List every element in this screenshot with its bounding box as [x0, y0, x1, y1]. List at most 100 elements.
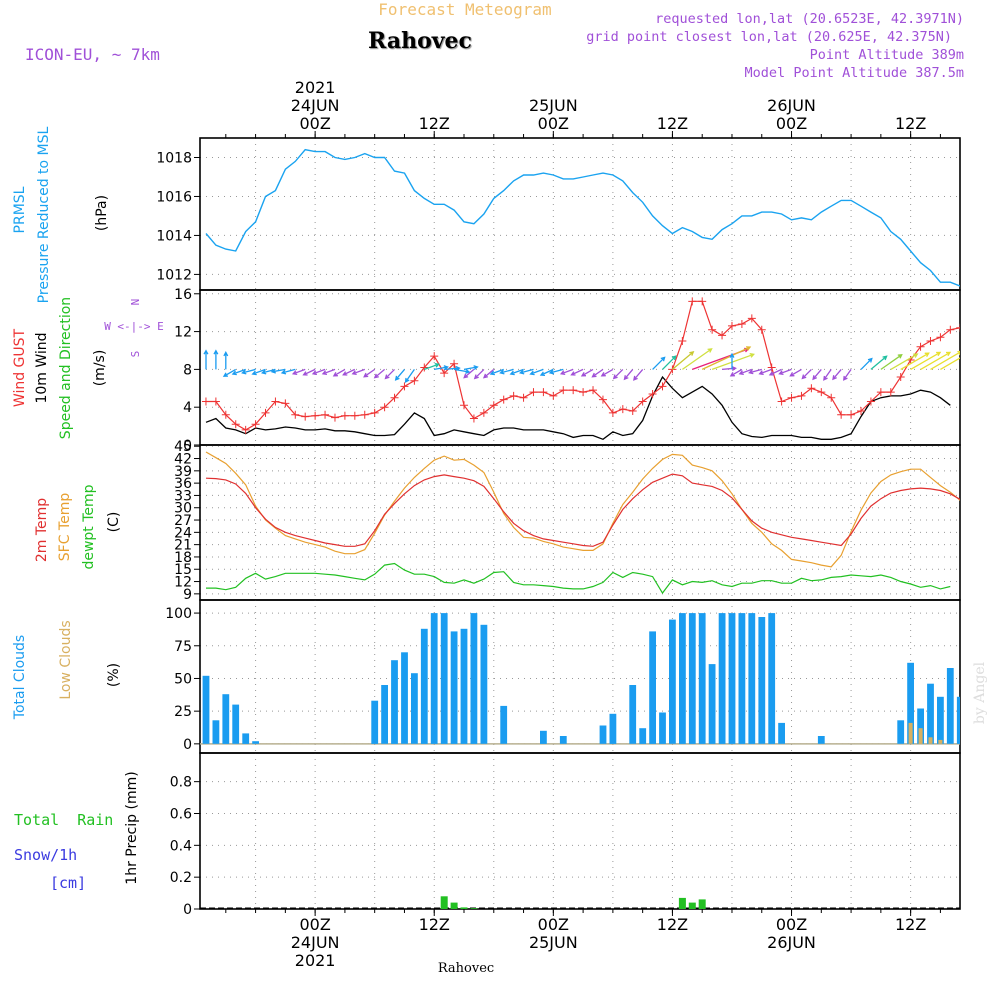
prmsl-label: PRMSL: [12, 186, 28, 233]
gust-marker: [966, 343, 974, 351]
time-label-bottom: 12Z: [657, 915, 688, 934]
wind-arrow: [823, 369, 832, 381]
gust-marker: [936, 333, 945, 342]
wind-arrow: [600, 368, 614, 377]
ytick-label: 36: [174, 476, 192, 492]
wind-arrow: [612, 368, 624, 380]
rain-bar: [688, 902, 696, 909]
time-label-bottom: 25JUN: [529, 933, 578, 952]
wind-arrow: [519, 368, 534, 375]
ytick-label: 21: [174, 538, 192, 554]
wind-arrow: [778, 368, 792, 376]
rain-bar: [470, 908, 478, 909]
gust-marker: [340, 411, 349, 420]
gust-marker: [708, 325, 717, 334]
total-cloud-bar: [956, 696, 960, 744]
wind-arrow: [241, 368, 256, 375]
ytick-label: 27: [174, 513, 192, 529]
total-cloud-bar: [371, 700, 379, 744]
wind-arrow: [633, 368, 644, 381]
gust-marker: [727, 321, 736, 330]
wind-arrow: [548, 368, 564, 375]
total-cloud-bar: [669, 619, 676, 744]
wind-arrow: [373, 368, 386, 379]
model-altitude: Model Point Altitude 387.5m: [745, 65, 964, 81]
precip-unit: 1hr Precip (mm): [124, 771, 140, 884]
gust-marker: [817, 388, 826, 397]
rain-bar: [440, 896, 448, 909]
gust-marker: [499, 395, 508, 404]
compass-n: N: [129, 299, 142, 306]
wind-arrow: [570, 368, 584, 376]
pressure-panel-labels: PRMSL Pressure Reduced to MSL (hPa): [12, 126, 110, 303]
wind-arrow: [801, 368, 812, 380]
dewpt-line: [206, 562, 951, 595]
gust-marker: [440, 369, 449, 378]
total-rain-label: Total Rain: [14, 811, 113, 829]
cloud-bars: [200, 613, 960, 745]
wind-arrow: [662, 355, 677, 370]
gust-marker: [460, 401, 469, 410]
wind-arrow: [270, 368, 286, 374]
panel-frame: [199, 444, 961, 601]
total-cloud-bar: [748, 613, 756, 744]
gust-marker: [539, 388, 548, 397]
total-cloud-bar: [659, 712, 666, 744]
gust-marker: [698, 297, 707, 306]
gust-marker: [767, 363, 776, 372]
snow-label: Snow/1h: [14, 846, 77, 864]
wind-arrow: [529, 368, 544, 376]
time-label-bottom: 12Z: [419, 915, 450, 934]
gust-marker: [886, 388, 895, 397]
wind-arrow: [870, 355, 888, 370]
wind-arrow: [711, 353, 755, 371]
gust-marker: [658, 382, 667, 391]
ytick-label: 0: [183, 438, 192, 454]
wind-arrow: [722, 366, 737, 371]
gust-marker: [231, 420, 240, 429]
gust-marker: [301, 412, 310, 421]
gust-marker: [201, 397, 210, 406]
gust-marker: [549, 391, 558, 400]
ytick-label: 12: [174, 325, 192, 341]
panel-frame: [199, 599, 961, 754]
time-label-top: 00Z: [776, 114, 807, 133]
total-clouds-label: Total Clouds: [12, 635, 28, 720]
total-cloud-bar: [212, 720, 220, 744]
pressure-unit: (hPa): [94, 195, 110, 231]
wind-arrow: [652, 356, 666, 370]
gust-marker: [211, 397, 220, 406]
wind-arrow: [930, 350, 960, 370]
wind-arrow: [832, 368, 842, 381]
gust-marker: [321, 410, 330, 419]
wind-arrow: [203, 349, 209, 370]
ytick-label: 45: [174, 439, 192, 455]
panel-frame: [199, 289, 961, 446]
precip-bars: [200, 896, 960, 909]
total-cloud-bar: [450, 631, 458, 744]
grid-point-coords: grid point closest lon,lat (20.625E, 42.…: [586, 29, 952, 45]
cloud-unit: (%): [106, 663, 122, 687]
wind-arrow: [463, 365, 479, 371]
sfc-temp-line: [205, 451, 960, 568]
total-cloud-bar: [946, 668, 954, 744]
total-cloud-bar: [599, 725, 607, 744]
gust-marker: [529, 388, 538, 397]
rain-bar: [450, 902, 458, 909]
low-clouds-label: Low Clouds: [58, 620, 74, 699]
compass-we: W <-|-> E: [104, 320, 164, 333]
wind-arrow: [463, 368, 475, 379]
wind-arrow: [860, 357, 873, 370]
time-label-top: 00Z: [299, 114, 330, 133]
cloud-panel-labels: Total Clouds Low Clouds (%): [12, 620, 122, 720]
wind-arrow: [222, 368, 237, 377]
snow-unit-label: [cm]: [50, 874, 86, 892]
ytick-label: 8: [183, 362, 192, 378]
total-cloud-bar: [639, 728, 647, 744]
total-cloud-bar: [252, 741, 259, 744]
gust-marker: [926, 337, 935, 346]
gust-marker: [241, 425, 250, 434]
gust-marker: [837, 410, 846, 419]
ytick-label: 12: [174, 575, 192, 591]
